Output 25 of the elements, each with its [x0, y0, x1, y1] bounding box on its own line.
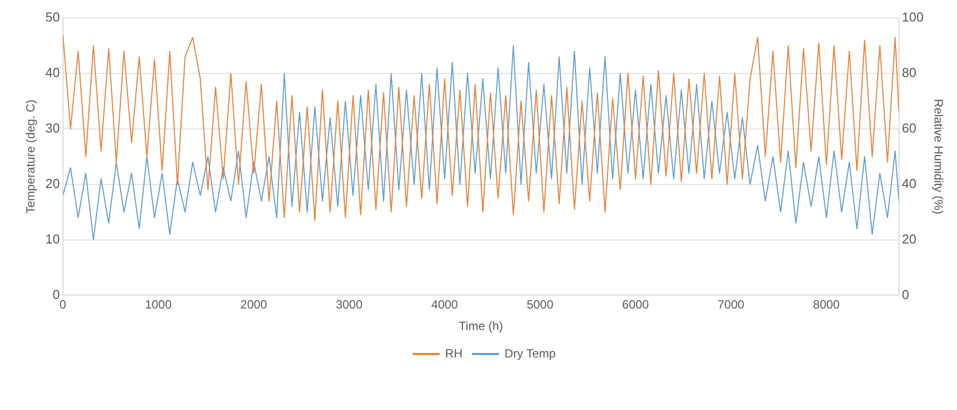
x-tick-label: 1000: [144, 298, 172, 312]
x-tick-label: 3000: [336, 298, 363, 312]
y-tick-label: 30: [45, 120, 60, 136]
x-tick-label: 2000: [240, 298, 268, 312]
y2-tick-label: 100: [902, 10, 924, 25]
y2-tick-label: 20: [902, 231, 916, 246]
y2-axis-title: Relative Humidity (%): [931, 98, 946, 214]
x-tick-label: 7000: [718, 298, 745, 312]
x-tick-label: 5000: [526, 298, 554, 312]
y-tick-label: 0: [52, 286, 60, 302]
y-tick-label: 50: [45, 10, 60, 25]
x-axis-title: Time (h): [458, 319, 503, 334]
y2-tick-label: 60: [902, 120, 916, 136]
y-axis-title: Temperature (deg. C): [24, 100, 38, 214]
legend-label: Dry Temp: [504, 346, 556, 360]
x-tick-label: 8000: [813, 298, 840, 312]
y-tick-label: 40: [45, 65, 60, 80]
y-tick-label: 20: [45, 176, 60, 191]
y-tick-label: 10: [45, 231, 60, 246]
legend-label: RH: [445, 346, 463, 360]
y2-tick-label: 80: [902, 65, 916, 80]
x-tick-label: 4000: [431, 298, 458, 312]
y2-tick-label: 0: [902, 286, 910, 302]
y2-tick-label: 40: [902, 176, 916, 191]
x-tick-label: 6000: [622, 298, 650, 312]
